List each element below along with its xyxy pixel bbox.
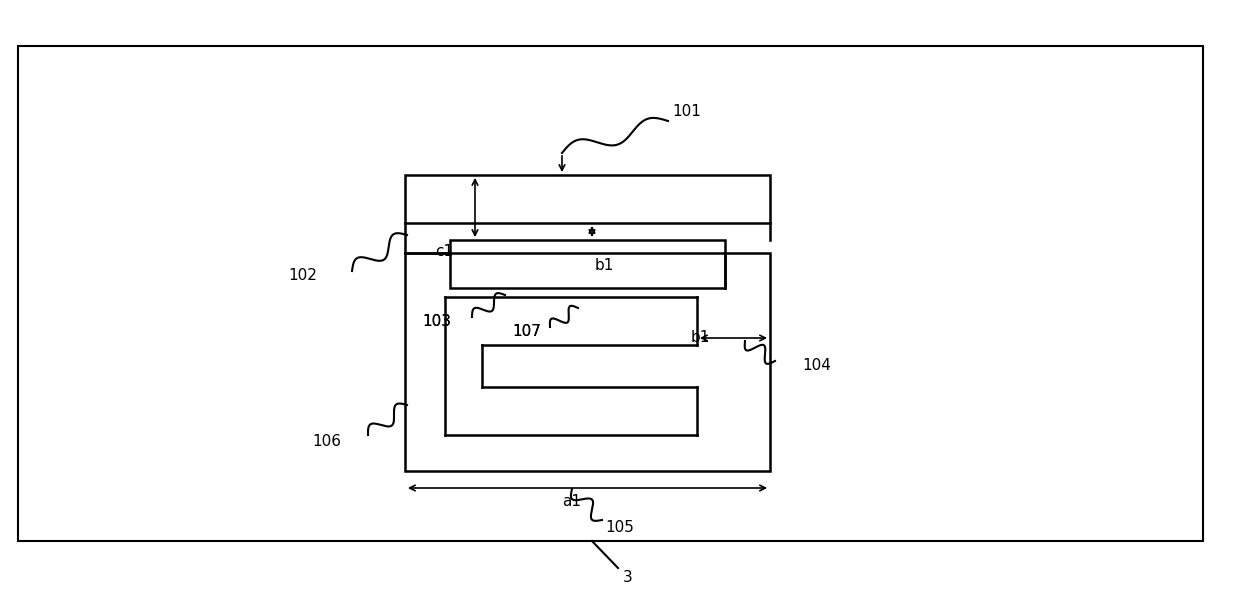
Text: 103: 103: [422, 314, 451, 329]
Text: b1: b1: [595, 259, 614, 273]
Text: b1: b1: [691, 330, 711, 346]
Text: 101: 101: [672, 104, 701, 119]
Bar: [405, 175, 770, 223]
Bar: [405, 253, 770, 471]
Bar: [450, 240, 725, 288]
Text: 107: 107: [512, 324, 541, 339]
Text: 107: 107: [512, 324, 541, 339]
Text: 103: 103: [422, 314, 451, 329]
Text: c1: c1: [435, 244, 453, 260]
Text: 106: 106: [312, 433, 341, 448]
Text: a1: a1: [563, 493, 582, 509]
Text: 3: 3: [624, 570, 632, 585]
Text: 102: 102: [288, 267, 317, 282]
Bar: [19, 46, 1203, 541]
Text: 105: 105: [605, 521, 634, 535]
Text: 104: 104: [802, 358, 831, 372]
